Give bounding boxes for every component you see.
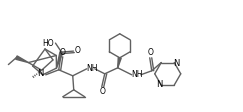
Text: O: O (148, 48, 154, 57)
Polygon shape (56, 52, 63, 68)
Text: NH: NH (86, 64, 97, 73)
Text: NH: NH (131, 70, 142, 79)
Text: O: O (100, 87, 106, 96)
Text: HO: HO (43, 39, 54, 48)
Text: N: N (173, 59, 179, 68)
Text: O: O (75, 46, 80, 55)
Text: O: O (60, 48, 66, 57)
Polygon shape (16, 56, 28, 63)
Polygon shape (118, 57, 121, 68)
Text: N: N (38, 69, 44, 78)
Text: N: N (156, 80, 162, 89)
